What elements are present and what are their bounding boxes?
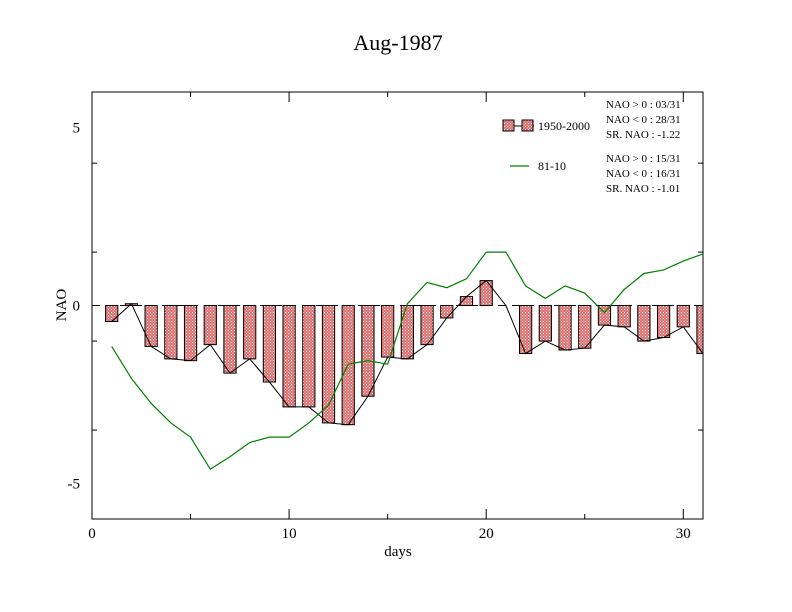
bar-day-31: [696, 305, 704, 355]
bar-day-3: [144, 305, 158, 347]
x-tick-label: 20: [479, 526, 494, 542]
bar-day-10: [282, 305, 296, 408]
stats-box-81-10: NAO > 0 : 15/31 NAO < 0 : 16/31 SR. NAO …: [606, 153, 681, 195]
legend: 1950-2000 81-10: [502, 119, 590, 173]
x-tick-label: 10: [282, 526, 297, 542]
bar-series: [105, 280, 704, 426]
bar-day-30: [676, 305, 690, 328]
bar-day-22: [519, 305, 533, 355]
bar-day-24: [558, 305, 572, 351]
stat-81-10-negative: NAO < 0 : 16/31: [606, 168, 681, 180]
bar-day-6: [203, 305, 217, 346]
bar-day-25: [578, 305, 592, 349]
chart-title: Aug-1987: [353, 30, 442, 55]
bar-day-8: [243, 305, 257, 360]
stat-1950-2000-negative: NAO < 0 : 28/31: [606, 114, 681, 126]
bar-day-14: [361, 305, 375, 397]
bar-day-29: [656, 305, 671, 339]
bar-day-11: [302, 305, 316, 408]
bar-series-connector-line: [111, 279, 704, 426]
legend-swatch-1950-2000-right: [521, 119, 534, 132]
bar-day-4: [164, 305, 178, 360]
bar-day-23: [538, 305, 552, 342]
y-axis-label: NAO: [54, 289, 70, 322]
stat-1950-2000-positive: NAO > 0 : 03/31: [606, 99, 681, 111]
stat-81-10-positive: NAO > 0 : 15/31: [606, 153, 681, 165]
bar-day-7: [223, 305, 237, 374]
bar-day-1: [105, 305, 119, 323]
bar-day-27: [617, 305, 631, 328]
axis-tick-labels: 0 10 20 30 -5 0 5: [68, 121, 691, 542]
line-series-81-10: [111, 251, 704, 471]
x-axis-label: days: [384, 544, 412, 560]
bar-day-18: [440, 305, 454, 319]
bar-day-16: [400, 305, 414, 360]
x-tick-label: 30: [676, 526, 691, 542]
axis-ticks: [91, 92, 703, 520]
bar-day-28: [637, 305, 651, 342]
legend-label-1950-2000: 1950-2000: [538, 119, 590, 133]
stat-1950-2000-sr: SR. NAO : -1.22: [606, 129, 680, 141]
legend-swatch-1950-2000: [502, 119, 515, 132]
stats-box-1950-2000: NAO > 0 : 03/31 NAO < 0 : 28/31 SR. NAO …: [606, 99, 681, 141]
stat-81-10-sr: SR. NAO : -1.01: [606, 183, 680, 195]
legend-label-81-10: 81-10: [538, 159, 566, 173]
bar-day-5: [183, 305, 198, 362]
y-tick-label: -5: [68, 476, 81, 492]
y-tick-label: 0: [73, 299, 81, 315]
bar-day-9: [262, 305, 276, 383]
x-tick-label: 0: [88, 526, 96, 542]
y-tick-label: 5: [73, 121, 81, 137]
